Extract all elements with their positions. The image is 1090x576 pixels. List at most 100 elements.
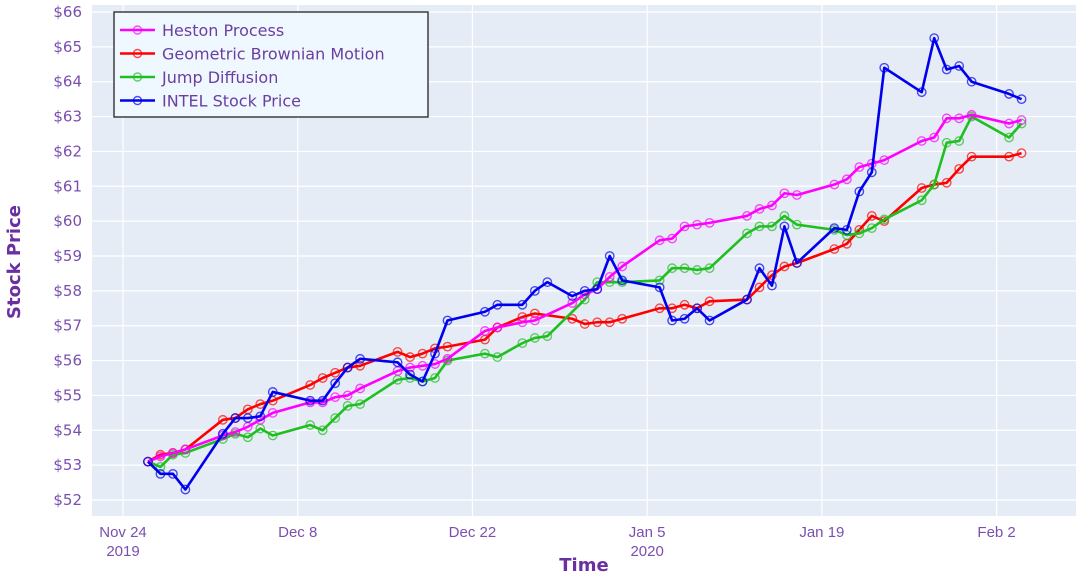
data-point-marker[interactable]	[679, 263, 690, 274]
data-point-marker[interactable]	[1004, 89, 1014, 99]
data-point-marker[interactable]	[342, 362, 353, 373]
data-point-marker[interactable]	[792, 190, 802, 200]
data-point-marker[interactable]	[330, 378, 341, 389]
data-point-marker[interactable]	[866, 211, 877, 221]
data-point-marker[interactable]	[517, 338, 528, 349]
data-point-marker[interactable]	[168, 448, 178, 458]
data-point-marker[interactable]	[242, 432, 253, 443]
data-point-marker[interactable]	[941, 64, 952, 75]
series-intel-stock-price[interactable]	[143, 33, 1027, 495]
legend-item[interactable]: INTEL Stock Price	[120, 92, 301, 111]
data-point-marker[interactable]	[704, 217, 715, 228]
legend[interactable]: Heston Process Geometric Brownian Motion J…	[113, 11, 429, 118]
data-point-marker[interactable]	[916, 87, 927, 98]
data-point-marker[interactable]	[754, 282, 765, 293]
data-point-marker[interactable]	[916, 136, 927, 146]
data-point-marker[interactable]	[604, 317, 615, 328]
data-point-marker[interactable]	[180, 444, 191, 455]
data-point-marker[interactable]	[754, 204, 765, 214]
data-point-marker[interactable]	[442, 353, 453, 364]
data-point-marker[interactable]	[767, 200, 777, 211]
data-point-marker[interactable]	[679, 313, 690, 324]
data-point-marker[interactable]	[529, 285, 540, 296]
data-point-marker[interactable]	[654, 303, 665, 314]
data-point-marker[interactable]	[829, 179, 840, 190]
data-point-marker[interactable]	[330, 413, 341, 423]
data-point-marker[interactable]	[941, 137, 952, 148]
data-point-marker[interactable]	[617, 275, 628, 286]
data-point-marker[interactable]	[567, 291, 578, 301]
data-point-marker[interactable]	[542, 277, 553, 288]
data-point-marker[interactable]	[779, 221, 790, 232]
data-point-marker[interactable]	[342, 400, 353, 411]
data-point-marker[interactable]	[567, 313, 578, 324]
data-point-marker[interactable]	[829, 244, 840, 254]
data-point-marker[interactable]	[355, 360, 366, 371]
data-point-marker[interactable]	[704, 315, 715, 326]
data-point-marker[interactable]	[355, 383, 366, 394]
data-point-marker[interactable]	[392, 346, 403, 357]
data-point-marker[interactable]	[517, 299, 528, 310]
data-point-marker[interactable]	[929, 179, 940, 190]
data-point-marker[interactable]	[1016, 115, 1027, 125]
data-point-marker[interactable]	[742, 211, 752, 221]
data-point-marker[interactable]	[317, 373, 328, 383]
data-point-marker[interactable]	[667, 233, 678, 244]
data-point-marker[interactable]	[267, 387, 278, 397]
data-point-marker[interactable]	[866, 167, 877, 178]
data-point-marker[interactable]	[779, 261, 790, 272]
data-point-marker[interactable]	[529, 333, 540, 343]
data-point-marker[interactable]	[579, 319, 590, 329]
data-point-marker[interactable]	[592, 317, 603, 328]
data-point-marker[interactable]	[654, 235, 665, 246]
legend-item[interactable]: Heston Process	[120, 21, 284, 40]
data-point-marker[interactable]	[854, 228, 865, 239]
data-point-marker[interactable]	[779, 211, 790, 221]
data-point-marker[interactable]	[954, 61, 965, 71]
data-point-marker[interactable]	[792, 258, 802, 268]
data-point-marker[interactable]	[255, 399, 266, 410]
data-point-marker[interactable]	[255, 411, 266, 422]
data-point-marker[interactable]	[779, 188, 790, 199]
data-point-marker[interactable]	[1016, 148, 1027, 159]
data-point-marker[interactable]	[305, 420, 316, 430]
data-point-marker[interactable]	[692, 265, 702, 275]
data-point-marker[interactable]	[430, 348, 440, 359]
data-point-marker[interactable]	[480, 306, 490, 317]
data-point-marker[interactable]	[217, 414, 228, 425]
data-point-marker[interactable]	[155, 451, 166, 462]
data-point-marker[interactable]	[180, 484, 191, 495]
data-point-marker[interactable]	[342, 390, 353, 401]
data-point-marker[interactable]	[230, 413, 241, 423]
data-point-marker[interactable]	[879, 155, 890, 166]
data-point-marker[interactable]	[529, 308, 540, 319]
data-point-marker[interactable]	[767, 280, 777, 291]
data-point-marker[interactable]	[754, 263, 765, 274]
data-point-marker[interactable]	[667, 315, 678, 326]
data-point-marker[interactable]	[966, 151, 977, 162]
data-point-marker[interactable]	[1004, 151, 1014, 162]
data-point-marker[interactable]	[492, 352, 503, 362]
data-point-marker[interactable]	[792, 219, 802, 230]
data-point-marker[interactable]	[317, 425, 328, 436]
data-point-marker[interactable]	[330, 392, 341, 403]
data-point-marker[interactable]	[854, 162, 865, 173]
data-point-marker[interactable]	[916, 183, 927, 193]
data-point-marker[interactable]	[267, 430, 278, 441]
data-point-marker[interactable]	[617, 261, 628, 272]
data-point-marker[interactable]	[854, 186, 865, 197]
data-point-marker[interactable]	[954, 136, 965, 146]
data-point-marker[interactable]	[417, 348, 428, 359]
data-point-marker[interactable]	[754, 221, 765, 232]
data-point-marker[interactable]	[230, 427, 241, 437]
data-point-marker[interactable]	[667, 263, 678, 274]
data-point-marker[interactable]	[330, 367, 341, 378]
data-point-marker[interactable]	[442, 341, 453, 352]
data-point-marker[interactable]	[417, 376, 428, 387]
data-point-marker[interactable]	[529, 315, 540, 326]
data-point-marker[interactable]	[405, 352, 415, 362]
data-point-marker[interactable]	[692, 303, 702, 314]
data-point-marker[interactable]	[217, 428, 228, 439]
data-point-marker[interactable]	[654, 282, 665, 293]
data-point-marker[interactable]	[654, 275, 665, 286]
